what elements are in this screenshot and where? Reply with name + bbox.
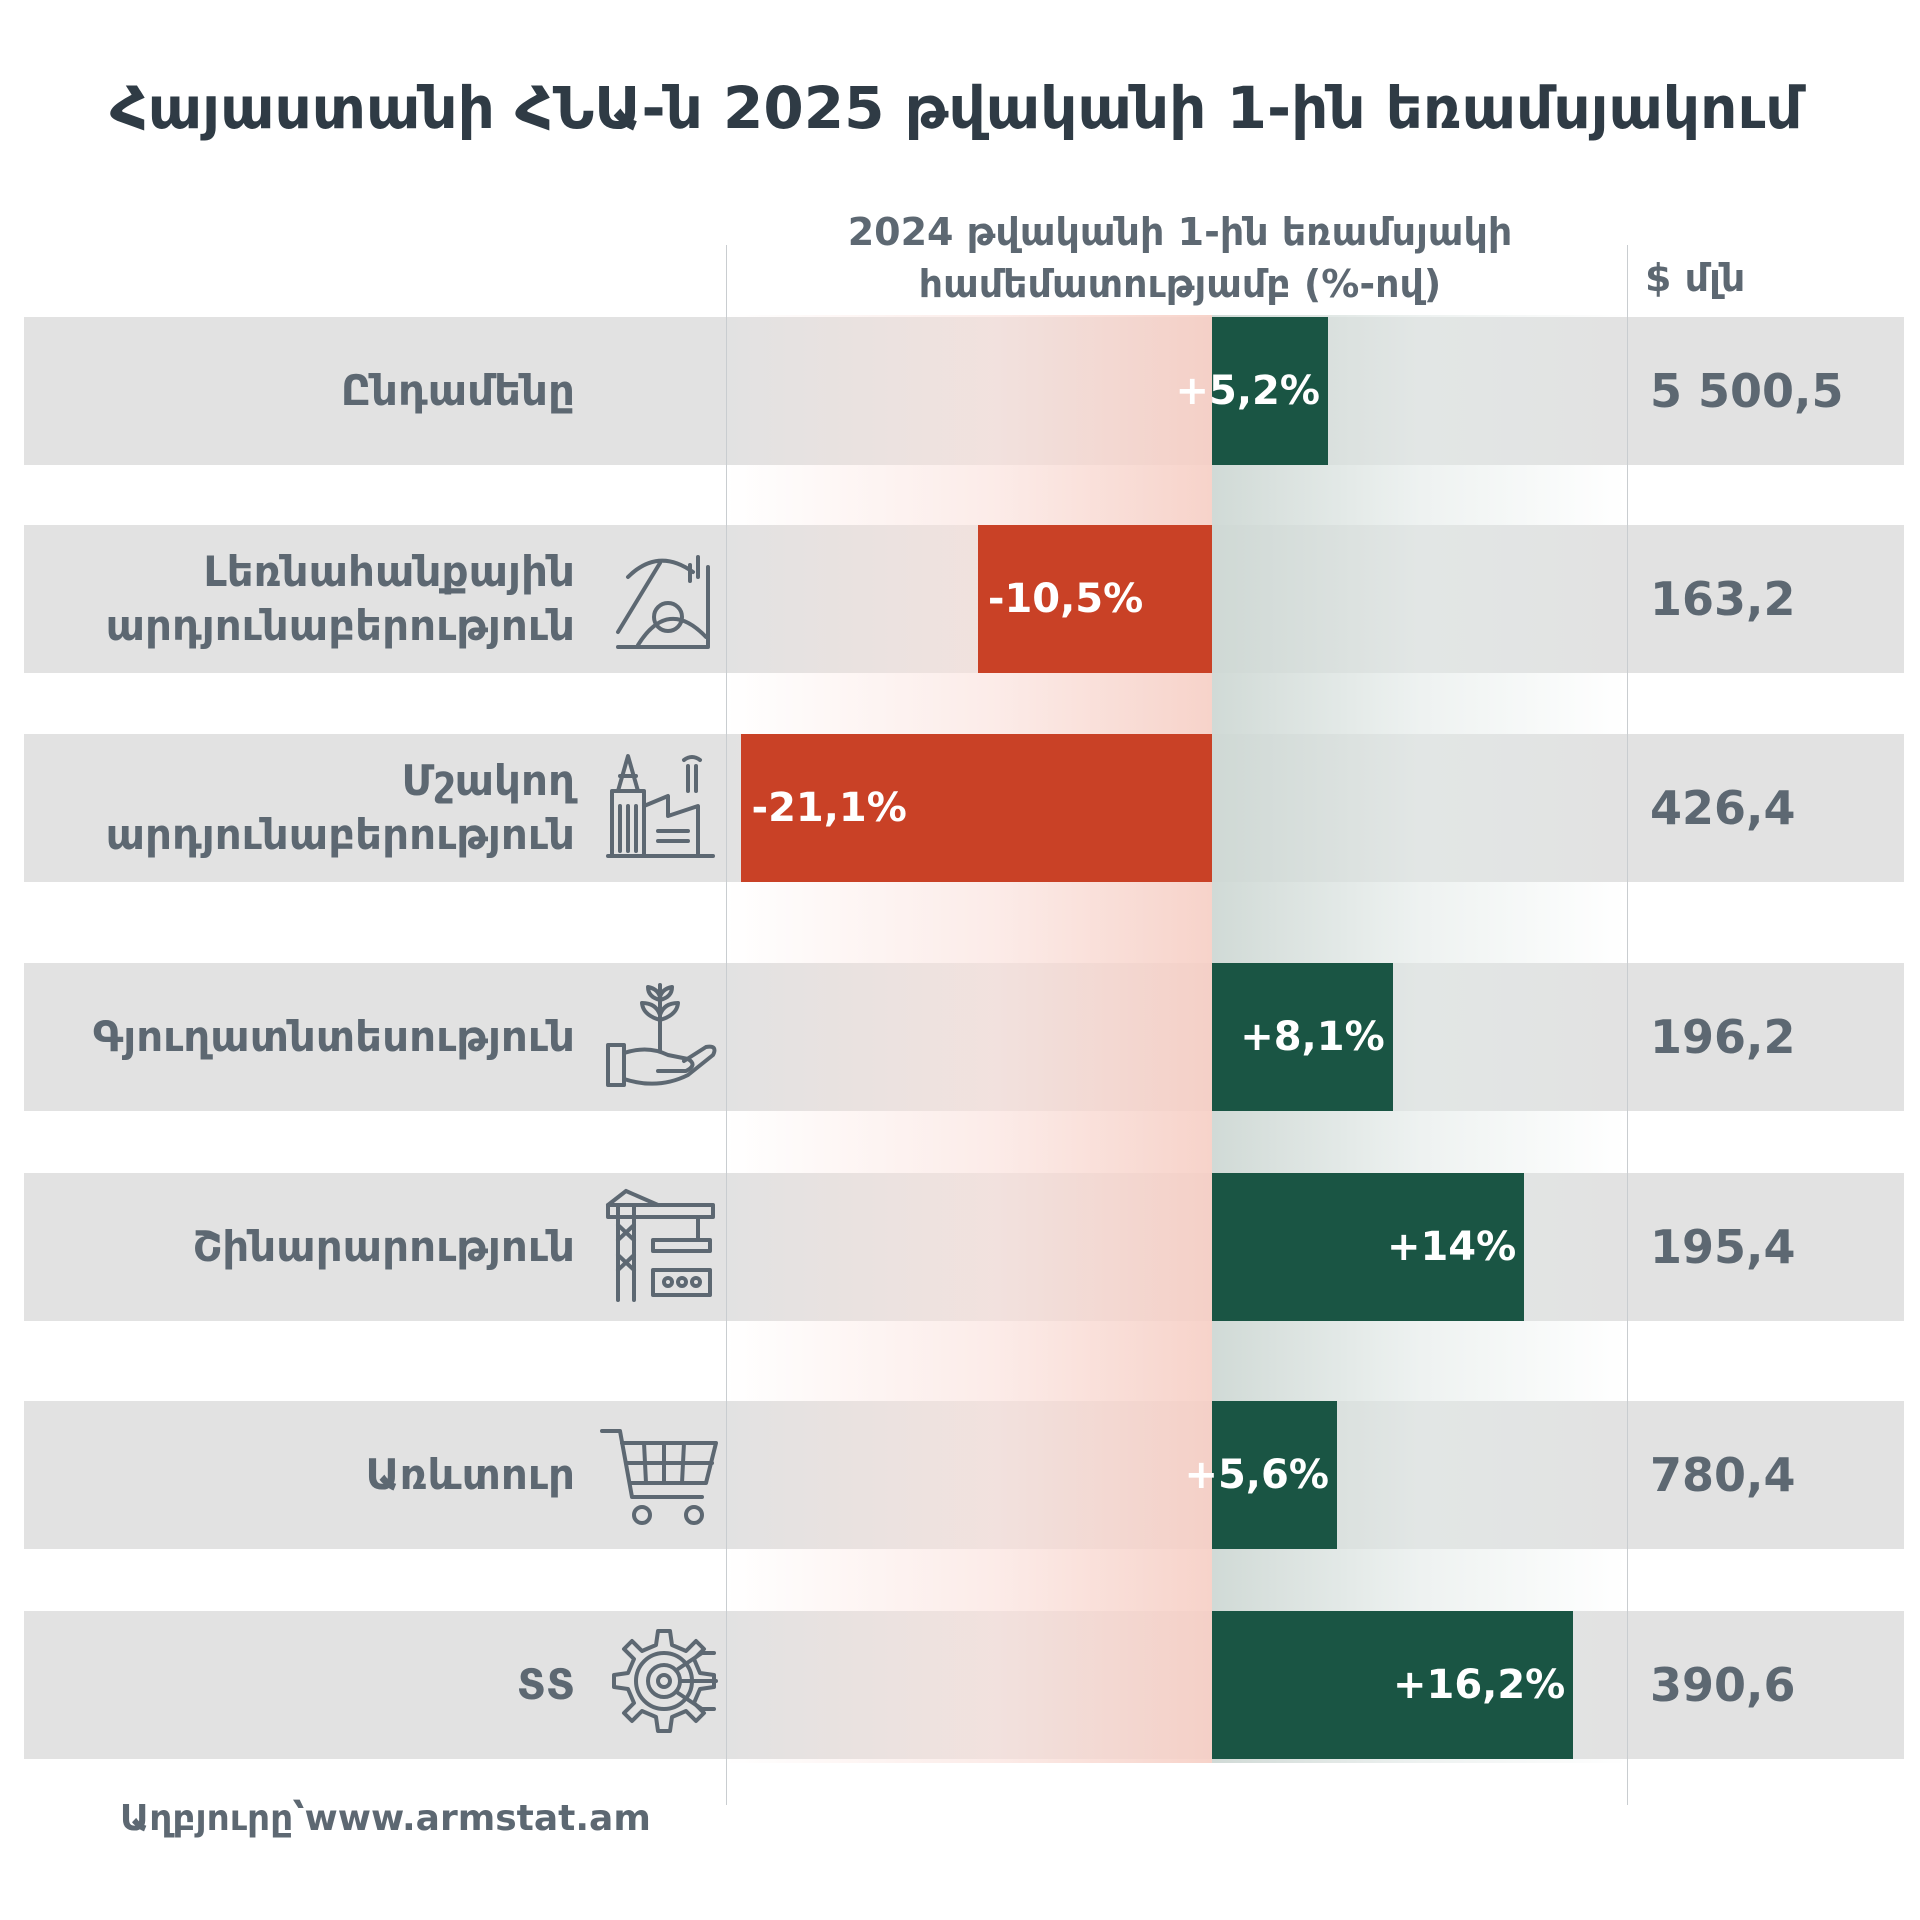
usd-value: 196,2 <box>1650 1010 1796 1064</box>
category-label: ՏՏ <box>516 1660 575 1709</box>
bar-value-label: +5,6% <box>1184 1452 1329 1498</box>
usd-value: 426,4 <box>1650 781 1796 835</box>
usd-value: 390,6 <box>1650 1658 1796 1712</box>
bar-value-label: -10,5% <box>987 576 1144 622</box>
usd-value: 195,4 <box>1650 1220 1796 1274</box>
negative-bar <box>977 525 1212 673</box>
usd-value: 163,2 <box>1650 572 1796 626</box>
bar-value-label: +14% <box>1386 1224 1517 1270</box>
usd-value: 780,4 <box>1650 1448 1796 1502</box>
category-label: Լեռնահանքային արդյունաբերություն <box>105 547 575 650</box>
positive-bar <box>1212 1401 1337 1549</box>
category-label: Մշակող արդյունաբերություն <box>105 756 575 859</box>
plant-in-hand-icon <box>606 983 717 1087</box>
category-label: Առևտուր <box>365 1450 575 1499</box>
bar-value-label: -21,1% <box>751 785 907 831</box>
category-label: Ընդամենը <box>340 366 575 415</box>
positive-bar <box>1212 317 1328 465</box>
positive-bar <box>1212 963 1393 1111</box>
right-divider <box>1627 245 1628 1805</box>
gear-circuit-icon <box>612 1629 718 1733</box>
category-label: Շինարարություն <box>192 1222 575 1271</box>
category-label: Գյուղատնտեսություն <box>92 1012 575 1061</box>
positive-bar <box>1212 1611 1574 1759</box>
usd-value: 5 500,5 <box>1650 364 1844 418</box>
change-column-header: 2024 թվականի 1-ին եռամսյակի համեմատությա… <box>847 210 1513 306</box>
mining-icon <box>616 555 710 649</box>
value-column-header: $ մլն <box>1645 256 1746 300</box>
positive-bar <box>1212 1173 1525 1321</box>
shopping-cart-icon <box>600 1429 718 1525</box>
negative-bar <box>741 734 1212 882</box>
factory-icon <box>606 754 715 858</box>
source-note: Աղբյուրը՝www.armstat.am <box>120 1798 651 1839</box>
bar-value-label: +8,1% <box>1240 1014 1385 1060</box>
left-divider <box>726 245 727 1805</box>
bar-value-label: +16,2% <box>1392 1662 1566 1708</box>
bar-value-label: +5,2% <box>1175 368 1320 414</box>
chart-title: Հայաստանի ՀՆԱ-ն 2025 թվականի 1-ին եռամսյ… <box>110 74 1803 142</box>
crane-icon <box>606 1189 715 1302</box>
